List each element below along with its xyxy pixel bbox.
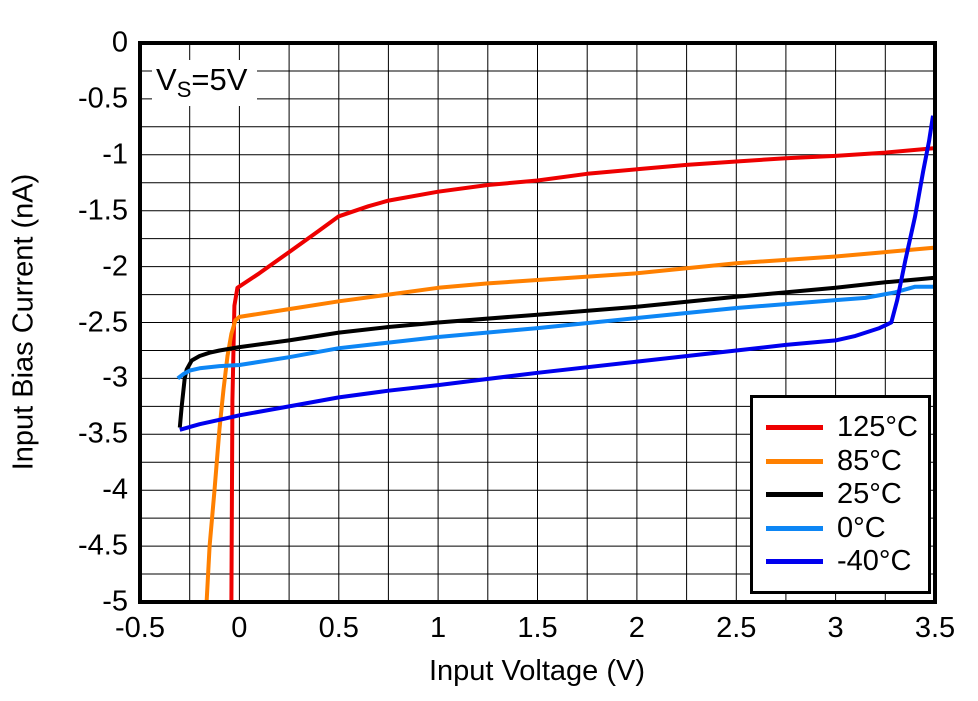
y-tick-label: -0.5 <box>78 82 128 115</box>
legend-swatch-85c <box>766 458 823 464</box>
y-tick-label: -1 <box>102 138 128 171</box>
legend-swatch-neg40c <box>766 559 823 564</box>
legend-label-85c: 85°C <box>837 444 902 477</box>
legend-label-25c: 25°C <box>837 478 902 510</box>
x-axis-title: Input Voltage (V) <box>428 655 646 687</box>
y-tick-label: -1.5 <box>78 194 128 227</box>
legend-swatch-25c <box>766 492 823 497</box>
x-tick-label: 0 <box>231 612 248 644</box>
legend-item-neg40c: -40°C <box>753 545 928 579</box>
x-tick-label: 0.5 <box>318 612 359 644</box>
y-tick-label: -5 <box>102 585 128 618</box>
y-axis-title: Input Bias Current (nA) <box>7 173 40 471</box>
x-tick-label: 1.5 <box>517 612 558 644</box>
y-tick-label: -4 <box>102 473 128 506</box>
legend-item-125c: 125°C <box>753 411 928 445</box>
legend-item-0c: 0°C <box>753 511 928 545</box>
y-tick-label: -3.5 <box>78 417 128 450</box>
legend: 125°C 85°C 25°C 0°C -40°C <box>750 395 931 594</box>
x-tick-label: -0.5 <box>115 612 165 644</box>
annotation-rest: =5V <box>191 62 248 97</box>
legend-label-neg40c: -40°C <box>837 545 912 577</box>
annotation-base: V <box>156 62 177 97</box>
x-tick-label: 1 <box>430 612 447 644</box>
curve-125c <box>229 146 936 603</box>
annotation-subscript: S <box>176 77 192 103</box>
curve-85c <box>204 245 936 603</box>
y-tick-label: -2 <box>102 250 128 283</box>
legend-label-125c: 125°C <box>837 411 918 443</box>
plot-frame <box>138 41 937 604</box>
legend-swatch-0c <box>766 525 823 531</box>
legend-item-25c: 25°C <box>753 478 928 512</box>
y-tick-label: -3 <box>102 361 128 394</box>
curve-neg40c <box>179 115 935 432</box>
y-tick-label: -2.5 <box>78 306 128 338</box>
legend-item-85c: 85°C <box>753 444 928 478</box>
legend-swatch-125c <box>766 425 823 430</box>
x-tick-label: 3.5 <box>914 612 956 644</box>
legend-label-0c: 0°C <box>837 511 886 544</box>
y-tick-label: -4.5 <box>78 529 128 562</box>
curve-25c <box>177 275 936 428</box>
x-tick-label: 3 <box>827 612 844 644</box>
x-tick-label: 2.5 <box>716 612 757 644</box>
supply-voltage-annotation: VS=5V <box>152 60 258 107</box>
y-tick-label: 0 <box>111 26 128 59</box>
x-tick-label: 2 <box>628 612 645 644</box>
curve-0c <box>176 284 935 380</box>
